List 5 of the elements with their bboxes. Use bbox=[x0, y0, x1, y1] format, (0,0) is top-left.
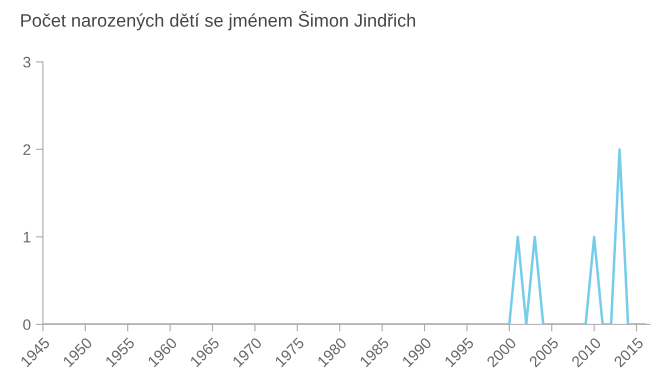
y-tick-label: 3 bbox=[23, 56, 30, 68]
y-tick-label: 2 bbox=[23, 144, 30, 155]
y-tick-label: 1 bbox=[24, 232, 30, 242]
chart-title: Počet narozených dětí se jménem Šimon Jindřich bbox=[21, 10, 416, 30]
y-tick-label: 0 bbox=[23, 319, 30, 330]
